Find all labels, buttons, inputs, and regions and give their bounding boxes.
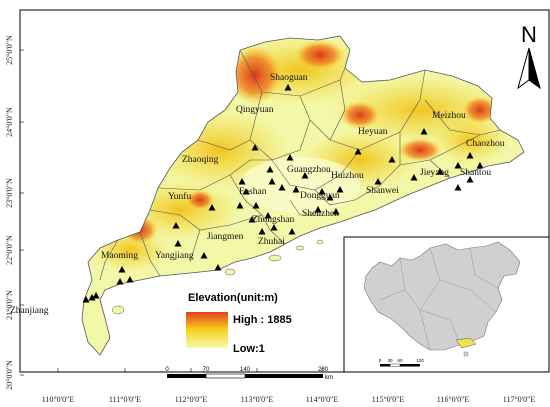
city-label-meizhou: Meizhou	[432, 111, 466, 121]
north-label: N	[521, 22, 537, 47]
city-label-shantou: Shantou	[460, 168, 491, 178]
lat-label: 24°0'0"N	[5, 107, 14, 137]
north-arrow: N	[517, 22, 541, 90]
city-label-zhongshan: Zhongshan	[252, 215, 294, 225]
city-label-maoming: Maoming	[101, 251, 138, 261]
station-markers	[82, 84, 484, 303]
inset-scale-tick: 0	[379, 358, 382, 363]
elevation-legend: Elevation(unit:m) High : 1885 Low:1	[186, 292, 292, 355]
city-label-chaozhou: Chaozhou	[466, 139, 505, 149]
lon-label: 115°0'0"E	[372, 395, 405, 404]
legend-high-label: High : 1885	[233, 314, 292, 326]
lat-label: 20°0'0"N	[5, 360, 14, 390]
city-label-dongguan: Dongguan	[300, 191, 340, 201]
lat-label: 21°0'0"N	[5, 290, 14, 320]
lat-label: 25°0'0"N	[5, 35, 14, 65]
city-label-guangzhou: Guangzhou	[287, 165, 331, 175]
scale-tick: 280	[318, 367, 329, 373]
scale-tick: 140	[240, 367, 251, 373]
legend-title: Elevation(unit:m)	[188, 292, 278, 304]
city-label-yunfu: Yunfu	[168, 191, 191, 202]
inset-scale-tick: 120	[416, 358, 424, 363]
lon-label: 111°0'0"E	[109, 395, 141, 404]
scale-tick: 70	[203, 367, 210, 373]
coastal-islands	[111, 239, 324, 315]
city-label-jiangmen: Jiangmen	[207, 232, 244, 242]
legend-color-ramp	[186, 312, 228, 348]
lon-label: 116°0'0"E	[437, 395, 470, 404]
city-label-jieyang: Jieyang	[420, 168, 449, 178]
scale-unit: km	[325, 375, 333, 381]
inset-scale-tick: 60	[397, 358, 403, 363]
city-label-shanwei: Shanwei	[366, 186, 399, 196]
city-label-foshan: Foshan	[239, 187, 267, 197]
lon-label: 112°0'0"E	[175, 395, 208, 404]
lat-label: 23°0'0"N	[5, 178, 14, 208]
lat-label: 22°0'0"N	[5, 235, 14, 265]
scale-bar: 0 70 140 280 km	[165, 367, 333, 381]
inset-scale-tick: 30	[387, 358, 393, 363]
city-label-zhanjiang: Zhanjiang	[10, 306, 49, 316]
city-label-qingyuan: Qingyuan	[236, 105, 274, 115]
lon-label: 110°0'0"E	[42, 395, 75, 404]
city-label-zhuhai: Zhuhai	[258, 237, 285, 247]
city-label-yangjiang: Yangjiang	[155, 251, 194, 261]
city-label-huizhou: Huizhou	[331, 171, 364, 181]
legend-low-label: Low:1	[233, 343, 265, 355]
lon-label: 117°0'0"E	[503, 395, 536, 404]
city-boundaries	[99, 49, 501, 281]
city-label-heyuan: Heyuan	[358, 127, 388, 137]
city-label-shenzhen: Shenzhen	[302, 209, 339, 219]
guangdong-inset-highlight	[455, 337, 477, 349]
scale-tick: 0	[165, 367, 169, 373]
lon-label: 113°0'0"E	[241, 395, 274, 404]
city-label-zhaoqing: Zhaoqing	[182, 155, 219, 165]
city-label-shaoguan: Shaoguan	[270, 73, 308, 83]
china-inset-map: 0 30 60 120	[343, 236, 550, 373]
lon-label: 114°0'0"E	[306, 395, 339, 404]
